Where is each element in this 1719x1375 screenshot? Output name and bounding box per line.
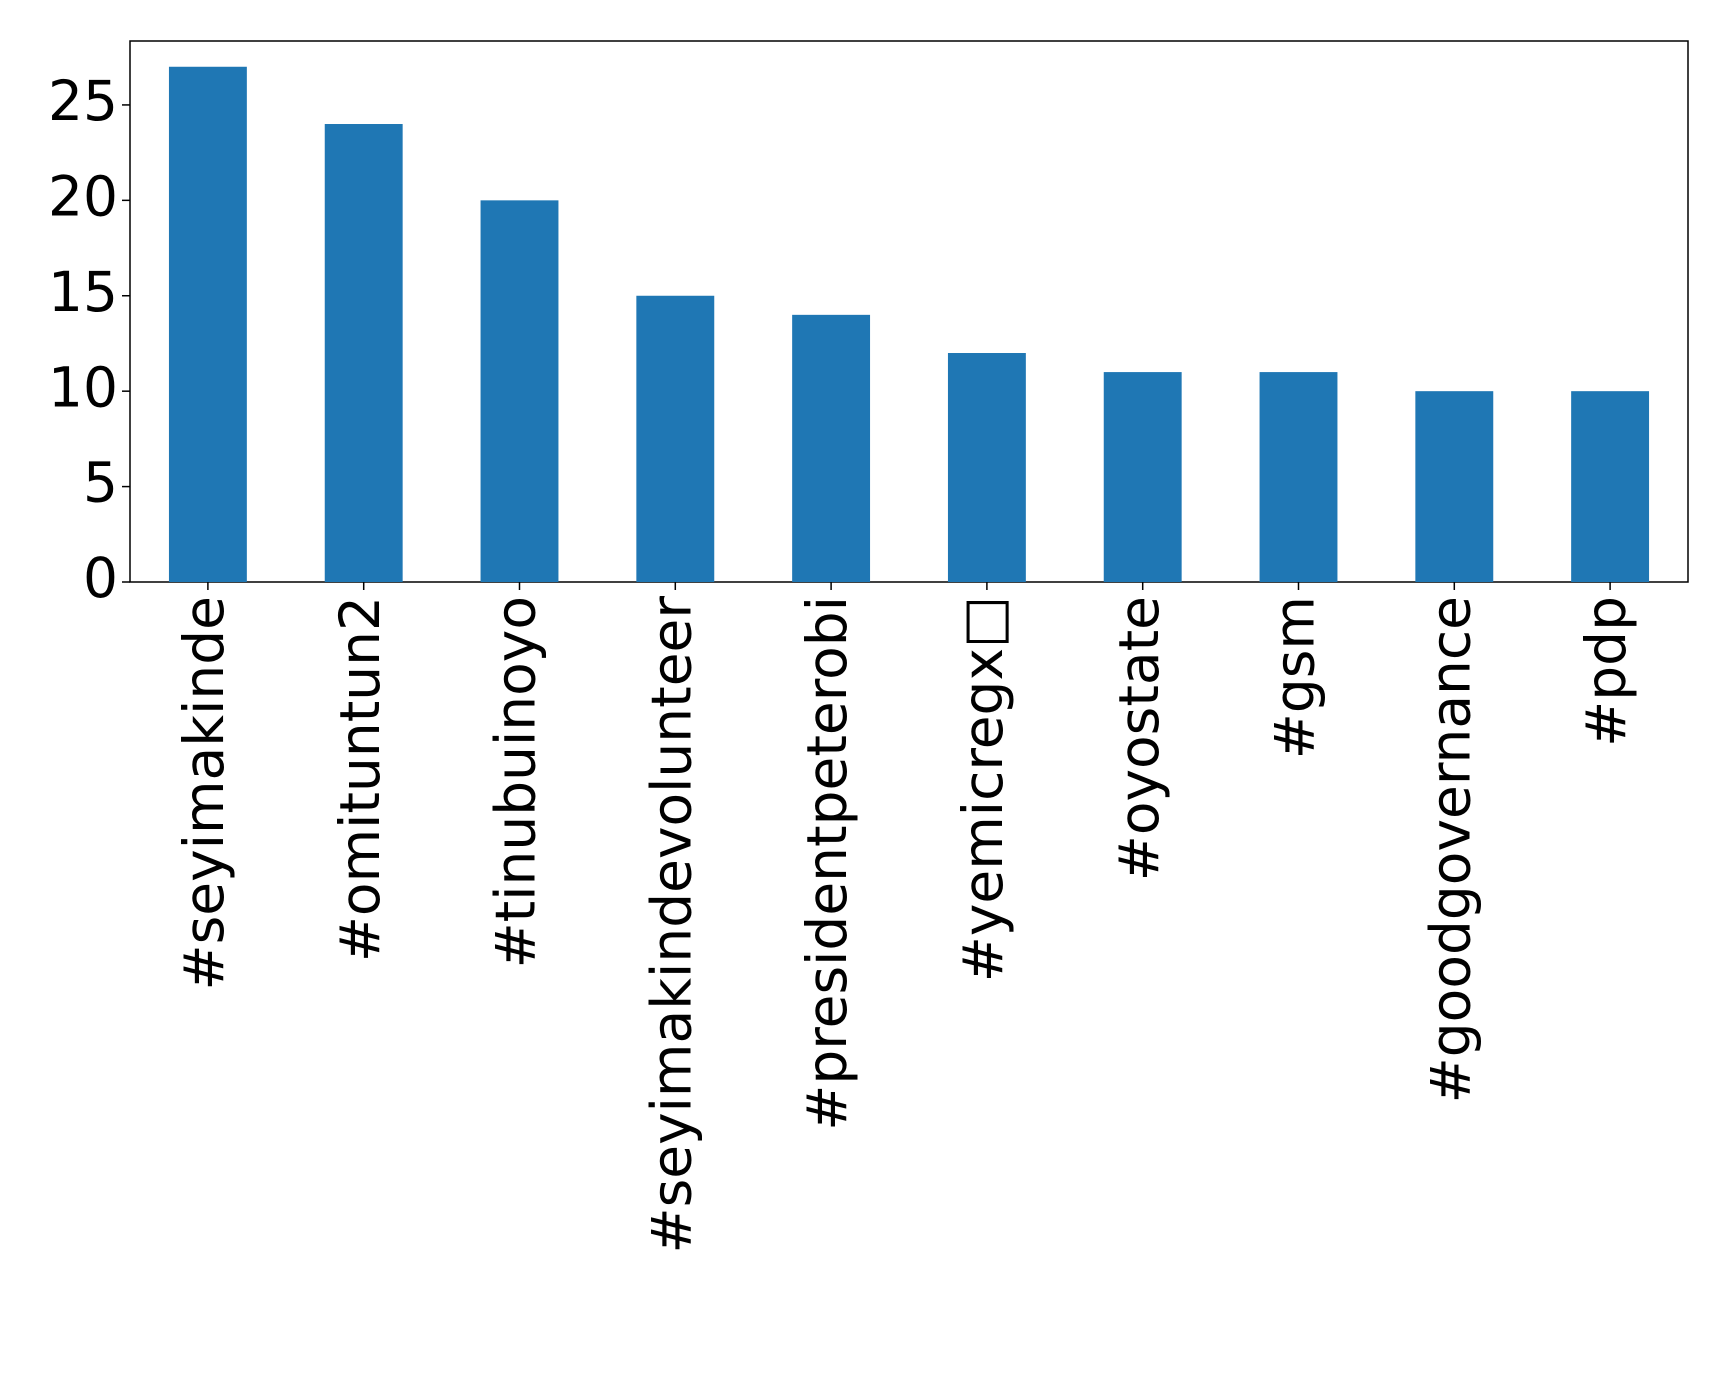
y-tick-label: 10: [48, 355, 118, 419]
y-tick-label: 20: [48, 164, 118, 228]
bar: [1259, 372, 1338, 582]
y-tick-label: 15: [48, 260, 118, 324]
bar: [947, 353, 1026, 582]
bar: [1415, 391, 1494, 582]
plot-frame: [129, 40, 1689, 583]
bar: [636, 295, 715, 582]
y-tick-label: 5: [83, 451, 118, 515]
bar: [324, 124, 403, 582]
x-tick-label: #omituntun2: [328, 596, 392, 962]
x-tick-label: #pdp: [1574, 596, 1638, 747]
bar: [792, 314, 871, 582]
y-tick-label: 25: [48, 69, 118, 133]
bar: [1103, 372, 1182, 582]
bar: [480, 200, 559, 582]
x-tick-label: #goodgovernance: [1418, 596, 1482, 1103]
x-tick-label: #oyostate: [1107, 596, 1171, 881]
x-tick-label: #presidentpeterobi: [795, 596, 859, 1131]
x-tick-label: #tinubuinoyo: [484, 596, 548, 968]
bar: [168, 66, 247, 582]
bar: [1571, 391, 1650, 582]
x-tick-label: #yemicregx□: [951, 596, 1015, 982]
y-tick-label: 0: [83, 546, 118, 610]
x-tick-label: #seyimakinde: [172, 596, 236, 990]
x-tick-label: #seyimakindevolunteer: [639, 596, 703, 1254]
x-tick-label: #gsm: [1263, 596, 1327, 759]
